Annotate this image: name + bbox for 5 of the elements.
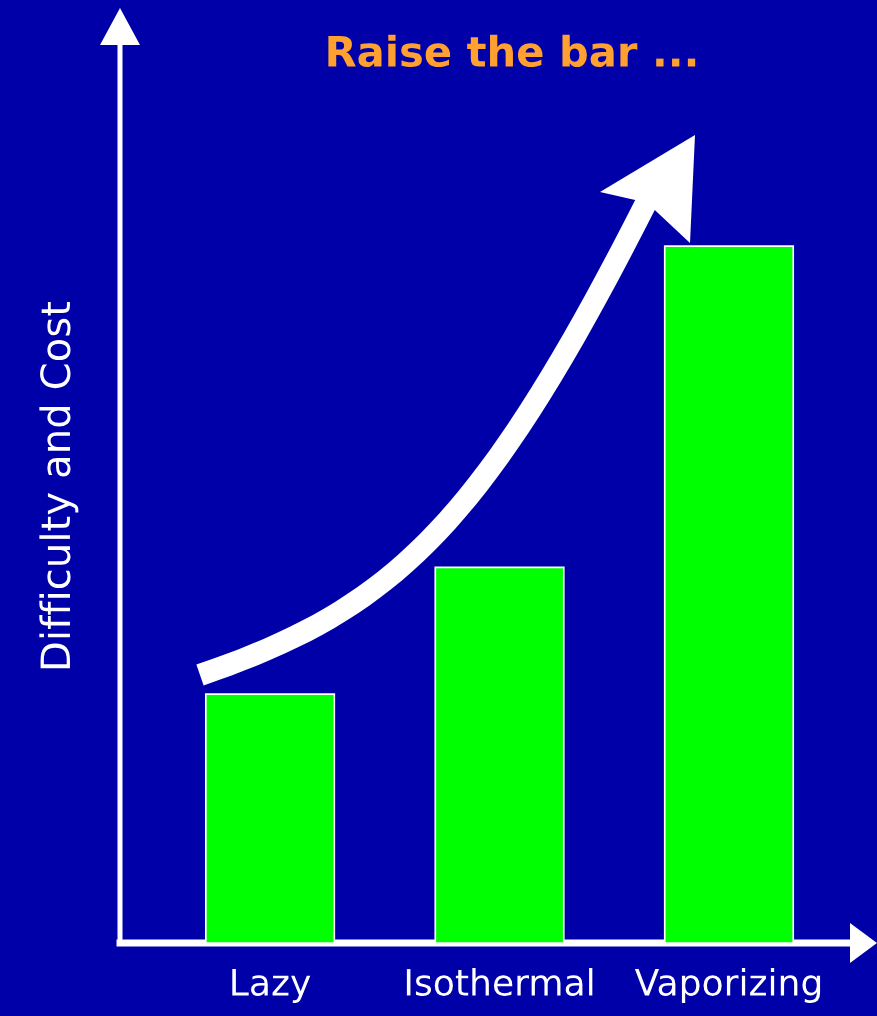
y-axis-title: Difficulty and Cost bbox=[39, 301, 79, 669]
x-tick-label: Vaporizing bbox=[634, 968, 821, 1003]
x-tick-label: Lazy bbox=[232, 969, 311, 1003]
chart-title: Raise the bar ... bbox=[328, 34, 696, 68]
x-tick-label: Isothermal bbox=[406, 968, 593, 996]
